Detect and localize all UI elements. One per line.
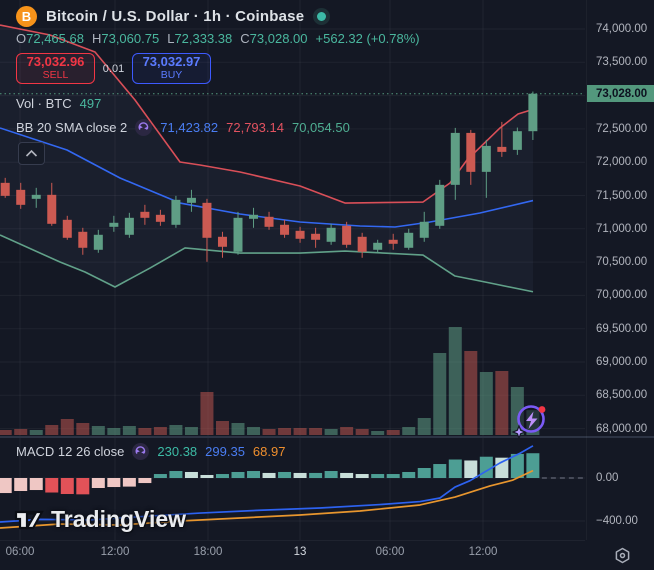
time-axis-label: 12:00 — [468, 546, 498, 558]
market-status-icon — [313, 8, 331, 25]
high-label: H — [91, 31, 102, 46]
price-axis-label: 68,500.00 — [596, 389, 648, 402]
buy-price: 73,032.97 — [142, 54, 201, 70]
pane-separator[interactable] — [0, 436, 654, 438]
open-value: 72,465.68 — [26, 31, 84, 46]
collapse-legend-button[interactable] — [18, 142, 45, 165]
price-axis-label: 69,000.00 — [596, 356, 648, 368]
tradingview-watermark: TradingView — [14, 506, 186, 533]
close-value: 73,028.00 — [249, 31, 308, 46]
bb-lower-value: 70,054.50 — [291, 120, 350, 135]
chevron-up-icon — [25, 149, 38, 157]
last-price-label: 73,028.00 — [587, 85, 654, 103]
price-axis-label: 70,500.00 — [596, 256, 648, 269]
close-label: C — [240, 31, 250, 46]
volume-legend[interactable]: Vol · BTC 497 — [16, 96, 101, 111]
symbol-title[interactable]: Bitcoin / U.S. Dollar · 1h · Coinbase — [46, 8, 305, 25]
price-axis-label: 73,500.00 — [596, 56, 648, 69]
low-label: L — [167, 31, 175, 46]
macd-signal-value: 68.97 — [252, 444, 286, 459]
price-axis-label: −400.00 — [596, 515, 638, 527]
time-axis[interactable]: 06:00 12:00 18:00 13 06:00 12:00 — [0, 540, 585, 570]
sell-button[interactable]: 73,032.96 SELL — [16, 53, 95, 84]
tradingview-watermark-text: TradingView — [51, 506, 187, 532]
time-axis-label: 06:00 — [5, 546, 35, 558]
bb-basis-value: 71,423.82 — [160, 120, 219, 135]
bb-indicator-name[interactable]: BB 20 SMA close 2 — [16, 120, 128, 135]
price-axis-label: 69,500.00 — [596, 322, 648, 335]
refresh-icon[interactable] — [132, 443, 150, 460]
price-axis-label: 71,000.00 — [596, 222, 648, 235]
time-axis-label: 12:00 — [100, 546, 130, 558]
axis-settings-button[interactable] — [611, 544, 633, 566]
macd-indicator-name[interactable]: MACD 12 26 close — [16, 444, 125, 459]
price-axis-label: 72,500.00 — [596, 122, 648, 135]
price-axis-label: 0.00 — [596, 472, 619, 484]
tradingview-logo-icon — [14, 510, 44, 529]
volume-indicator-name[interactable]: Vol · BTC — [16, 96, 72, 111]
market-open-dot — [317, 12, 327, 21]
gear-icon — [615, 547, 629, 563]
volume-value: 497 — [79, 96, 102, 111]
price-axis-label: 71,500.00 — [596, 189, 648, 202]
bollinger-legend[interactable]: BB 20 SMA close 2 71,423.82 72,793.14 70… — [16, 119, 350, 136]
low-value: 72,333.38 — [174, 31, 233, 46]
macd-histogram-value: 230.38 — [157, 444, 198, 459]
ai-assistant-button[interactable] — [510, 400, 550, 440]
ohlc-values-row: O72,465.68 H73,060.75 L72,333.38 C73,028… — [16, 31, 420, 46]
refresh-icon[interactable] — [135, 119, 153, 136]
symbol-header: B Bitcoin / U.S. Dollar · 1h · Coinbase — [16, 6, 331, 27]
price-axis-label: 72,000.00 — [596, 156, 648, 169]
change-value: +562.32 (+0.78%) — [315, 31, 420, 46]
bb-upper-value: 72,793.14 — [226, 120, 284, 135]
price-axis-label: 74,000.00 — [596, 23, 648, 35]
bitcoin-logo-icon: B — [16, 6, 37, 27]
rocket-bolt-icon — [511, 405, 546, 440]
macd-legend[interactable]: MACD 12 26 close 230.38 299.35 68.97 — [16, 443, 285, 460]
price-axis-label: 70,000.00 — [596, 289, 648, 302]
open-label: O — [16, 31, 27, 46]
price-axis[interactable]: 74,000.00 73,500.00 72,500.00 72,000.00 71,5… — [586, 0, 654, 540]
time-axis-label: 13 — [293, 546, 307, 558]
high-value: 73,060.75 — [101, 31, 160, 46]
buy-label: BUY — [160, 69, 183, 82]
buy-button[interactable]: 73,032.97 BUY — [132, 53, 211, 84]
time-axis-label: 06:00 — [375, 546, 405, 558]
sell-label: SELL — [42, 69, 69, 82]
spread-value: 0.01 — [102, 62, 125, 75]
order-panel: 73,032.96 SELL 0.01 73,032.97 BUY — [16, 53, 211, 84]
price-axis-label: 68,000.00 — [596, 422, 648, 435]
macd-line-value: 299.35 — [205, 444, 245, 459]
time-axis-label: 18:00 — [193, 546, 223, 558]
sell-price: 73,032.96 — [26, 54, 85, 70]
